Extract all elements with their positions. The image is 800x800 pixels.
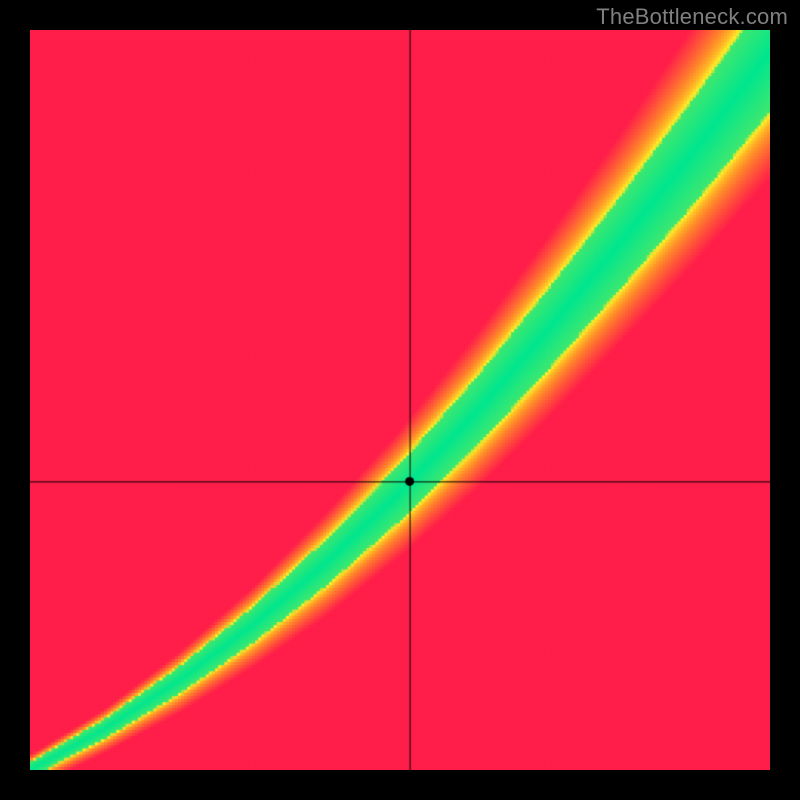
watermark-label: TheBottleneck.com	[596, 4, 788, 30]
plot-area	[30, 30, 770, 770]
heatmap-canvas	[30, 30, 770, 770]
bottleneck-chart-frame: TheBottleneck.com	[0, 0, 800, 800]
